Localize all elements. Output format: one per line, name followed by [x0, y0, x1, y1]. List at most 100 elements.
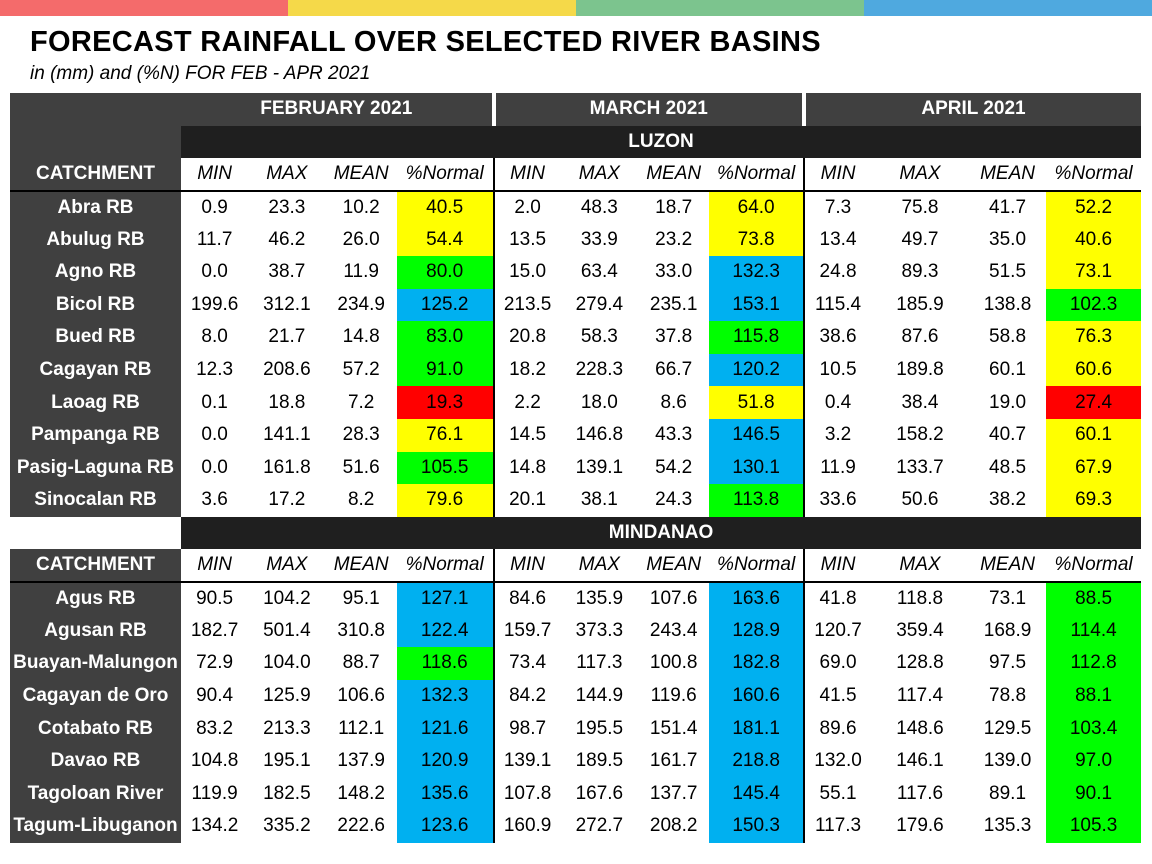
min-value: 12.3 [181, 353, 249, 387]
table-row: Agus RB 90.5 104.2 95.1 127.1 84.6 135.9 107.6 1… [10, 581, 1141, 615]
min-value: 41.5 [802, 679, 872, 713]
max-value: 38.7 [248, 255, 326, 289]
max-value: 21.7 [248, 321, 326, 354]
mean-value: 41.7 [968, 190, 1047, 224]
mean-value: 135.3 [968, 810, 1047, 843]
max-value: 144.9 [560, 679, 639, 713]
min-value: 160.9 [492, 810, 561, 843]
max-value: 89.3 [871, 255, 969, 289]
column-header-max: MAX [871, 158, 969, 192]
month-header-row: FEBRUARY 2021 MARCH 2021 APRIL 2021 [10, 93, 1141, 159]
mean-value: 234.9 [325, 288, 397, 322]
mean-value: 51.5 [968, 255, 1047, 289]
table-row: Cotabato RB 83.2 213.3 112.1 121.6 98.7 195.5 1… [10, 712, 1141, 745]
percent-normal-value: 80.0 [396, 255, 494, 289]
mean-value: 60.1 [968, 353, 1047, 387]
mean-value: 148.2 [325, 777, 397, 811]
mean-value: 57.2 [325, 353, 397, 387]
max-value: 38.4 [871, 386, 969, 419]
max-value: 501.4 [248, 614, 326, 648]
region-label: LUZON [181, 125, 1141, 159]
min-value: 159.7 [492, 614, 561, 648]
max-value: 167.6 [560, 777, 639, 811]
column-header-pct-normal: %Normal [709, 549, 804, 583]
max-value: 49.7 [871, 223, 969, 256]
column-header-max: MAX [248, 549, 326, 583]
min-value: 14.8 [492, 451, 561, 485]
percent-normal-value: 123.6 [396, 810, 494, 843]
max-value: 189.8 [871, 353, 969, 387]
min-value: 3.6 [181, 484, 249, 517]
month-header-3: APRIL 2021 [801, 93, 1141, 126]
column-header-pct-normal: %Normal [396, 549, 494, 583]
max-value: 48.3 [560, 190, 639, 224]
mean-value: 100.8 [638, 647, 710, 680]
percent-normal-value: 51.8 [709, 386, 804, 419]
catchment-header: CATCHMENT [10, 158, 182, 192]
page-title: FORECAST RAINFALL OVER SELECTED RIVER BA… [30, 26, 821, 58]
catchment-name: Cotabato RB [10, 712, 182, 745]
mean-value: 35.0 [968, 223, 1047, 256]
min-value: 13.5 [492, 223, 561, 256]
min-value: 3.2 [802, 418, 872, 452]
mean-value: 89.1 [968, 777, 1047, 811]
max-value: 312.1 [248, 288, 326, 322]
percent-normal-value: 132.3 [709, 255, 804, 289]
catchment-name: Agusan RB [10, 614, 182, 648]
min-value: 104.8 [181, 744, 249, 778]
max-value: 135.9 [560, 581, 639, 615]
mean-value: 119.6 [638, 679, 710, 713]
min-value: 134.2 [181, 810, 249, 843]
min-value: 0.0 [181, 451, 249, 485]
mean-value: 8.6 [638, 386, 710, 419]
percent-normal-value: 105.3 [1046, 810, 1141, 843]
max-value: 213.3 [248, 712, 326, 745]
mean-value: 129.5 [968, 712, 1047, 745]
percent-normal-value: 40.5 [396, 190, 494, 224]
mean-value: 161.7 [638, 744, 710, 778]
min-value: 89.6 [802, 712, 872, 745]
table-row: Pampanga RB 0.0 141.1 28.3 76.1 14.5 146.8 43.3… [10, 418, 1141, 452]
max-value: 50.6 [871, 484, 969, 517]
max-value: 75.8 [871, 190, 969, 224]
percent-normal-value: 118.6 [396, 647, 494, 680]
percent-normal-value: 150.3 [709, 810, 804, 843]
catchment-name: Tagoloan River [10, 777, 182, 811]
min-value: 13.4 [802, 223, 872, 256]
percent-normal-value: 60.1 [1046, 418, 1141, 452]
mean-value: 48.5 [968, 451, 1047, 485]
percent-normal-value: 114.4 [1046, 614, 1141, 648]
mean-value: 243.4 [638, 614, 710, 648]
max-value: 161.8 [248, 451, 326, 485]
percent-normal-value: 112.8 [1046, 647, 1141, 680]
top-bar-segment-red [0, 0, 288, 16]
percent-normal-value: 145.4 [709, 777, 804, 811]
table-row: Bicol RB 199.6 312.1 234.9 125.2 213.5 279.4 23… [10, 288, 1141, 322]
percent-normal-value: 160.6 [709, 679, 804, 713]
min-value: 8.0 [181, 321, 249, 354]
percent-normal-value: 27.4 [1046, 386, 1141, 419]
max-value: 189.5 [560, 744, 639, 778]
percent-normal-value: 127.1 [396, 581, 494, 615]
mean-value: 73.1 [968, 581, 1047, 615]
mean-value: 8.2 [325, 484, 397, 517]
column-header-min: MIN [492, 158, 561, 192]
max-value: 117.4 [871, 679, 969, 713]
min-value: 0.0 [181, 255, 249, 289]
percent-normal-value: 60.6 [1046, 353, 1141, 387]
min-value: 24.8 [802, 255, 872, 289]
min-value: 18.2 [492, 353, 561, 387]
table-row: Cagayan RB 12.3 208.6 57.2 91.0 18.2 228.3 66.7… [10, 353, 1141, 387]
top-bar-segment-blue [864, 0, 1152, 16]
min-value: 0.9 [181, 190, 249, 224]
mean-value: 138.8 [968, 288, 1047, 322]
max-value: 139.1 [560, 451, 639, 485]
min-value: 2.2 [492, 386, 561, 419]
column-header-row: CATCHMENT MIN MAX MEAN %Normal MIN MAX MEAN %Nor… [10, 158, 1141, 192]
min-value: 11.9 [802, 451, 872, 485]
mean-value: 168.9 [968, 614, 1047, 648]
min-value: 33.6 [802, 484, 872, 517]
table-row: Pasig-Laguna RB 0.0 161.8 51.6 105.5 14.8 139.… [10, 451, 1141, 485]
mean-value: 235.1 [638, 288, 710, 322]
table-row: Tagum-Libuganon 134.2 335.2 222.6 123.6 160.9… [10, 810, 1141, 843]
